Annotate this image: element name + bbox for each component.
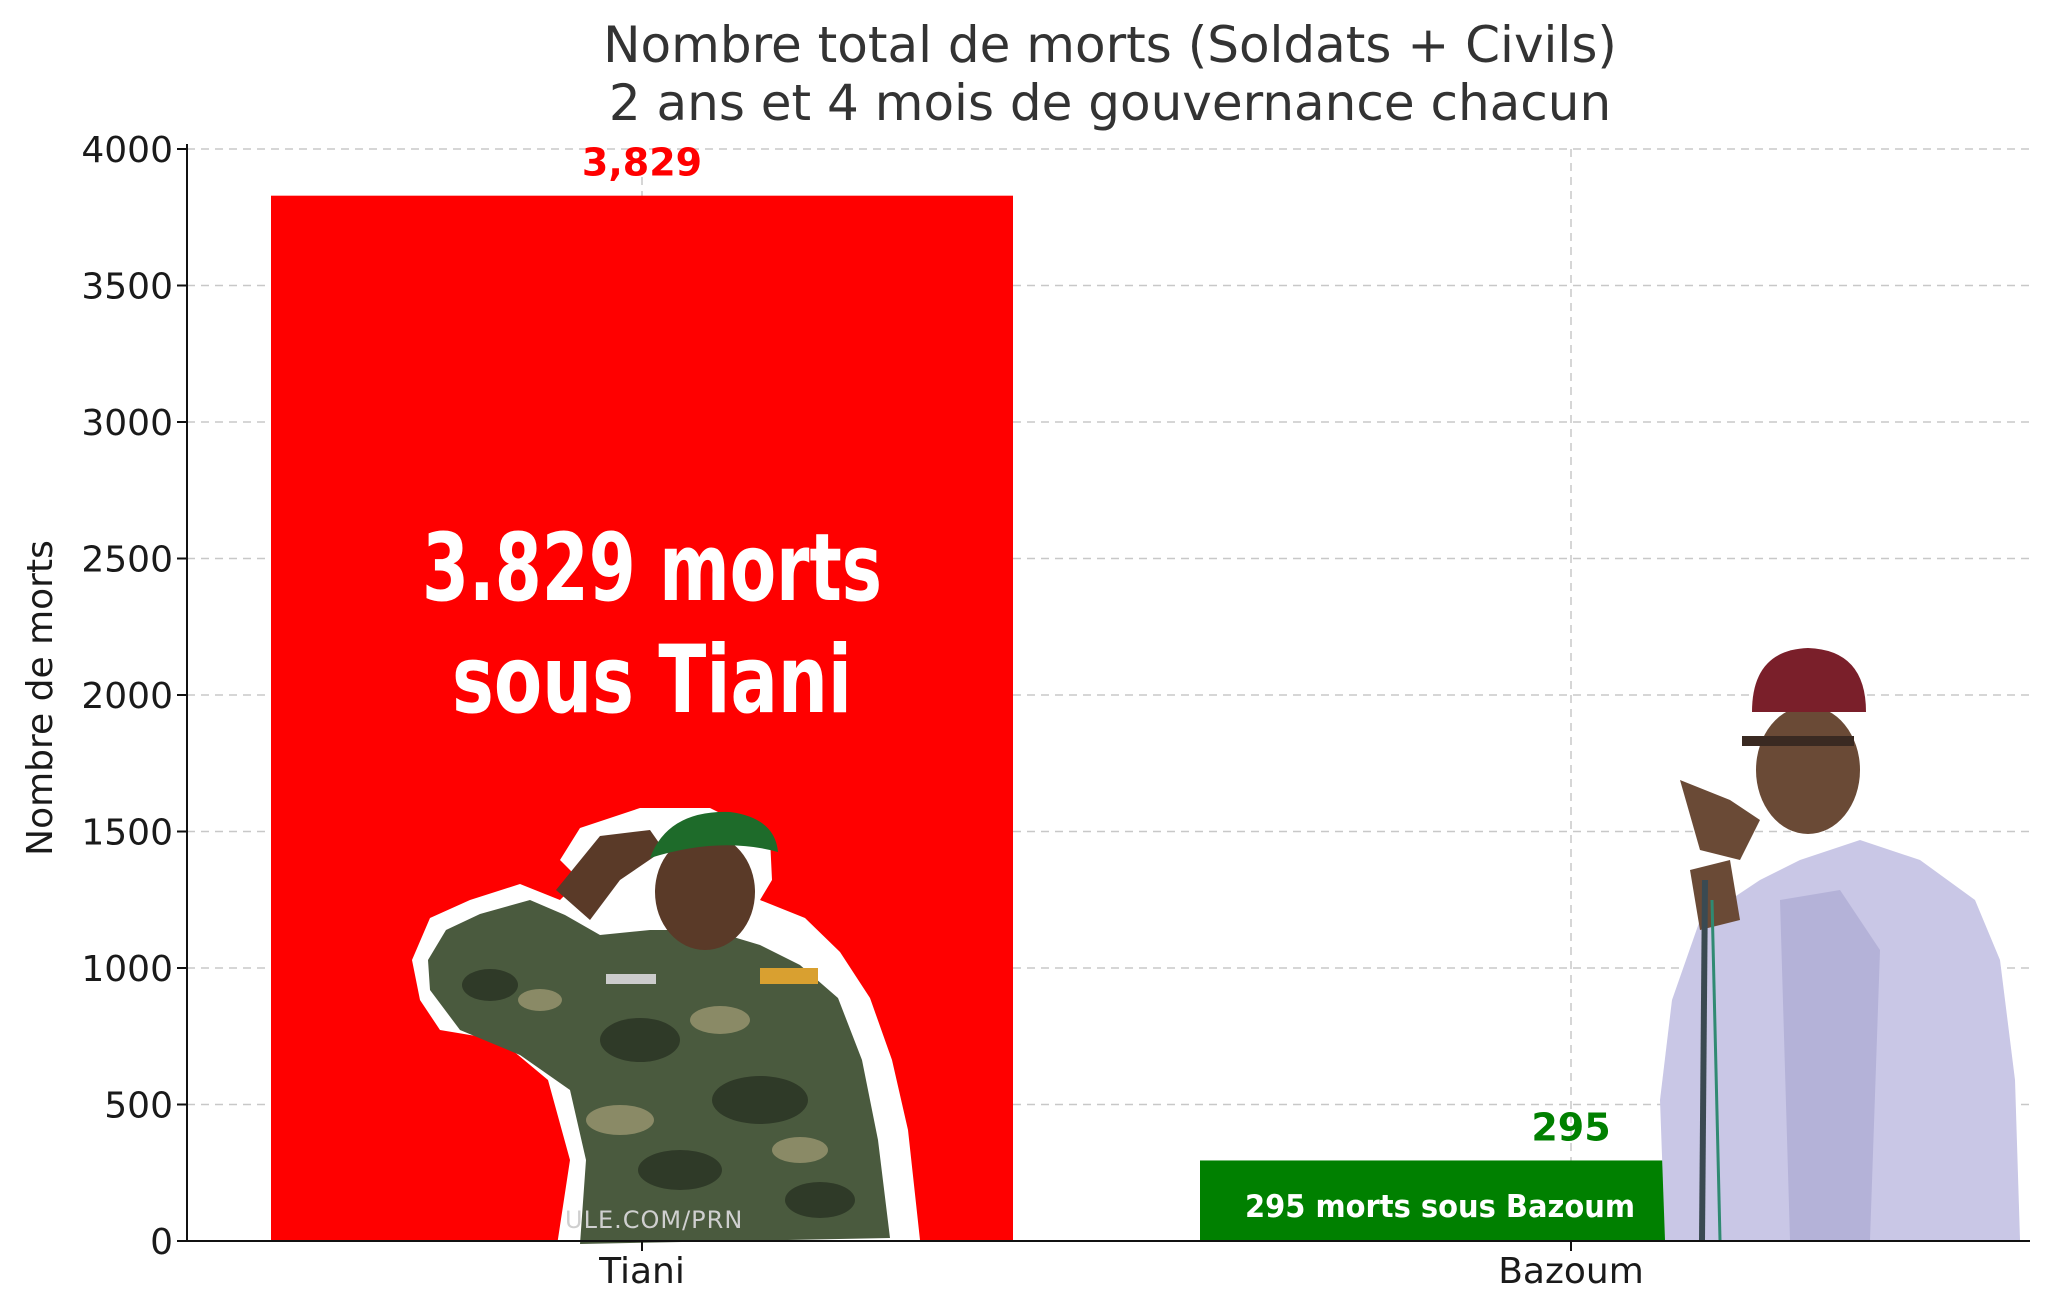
y-tick-label: 1000 <box>81 949 173 990</box>
annotation-tiani-line-1: 3.829 morts <box>422 514 882 623</box>
annotation-tiani: 3.829 morts sous Tiani <box>422 514 882 735</box>
annotation-tiani-line-2: sous Tiani <box>452 626 852 735</box>
value-label-tiani: 3,829 <box>582 141 702 185</box>
politician-photo <box>1660 648 2020 1241</box>
y-tick-label: 0 <box>150 1222 173 1263</box>
y-axis-label: Nombre de morts <box>20 540 61 856</box>
value-label-bazoum: 295 <box>1531 1105 1610 1149</box>
annotation-bazoum: 295 morts sous Bazoum <box>1245 1189 1635 1225</box>
y-tick-labels: 0 500 1000 1500 2000 2500 3000 3500 4000 <box>81 130 187 1263</box>
soldier-photo <box>412 808 920 1252</box>
x-tick-labels: Tiani Bazoum <box>598 1241 1644 1292</box>
y-tick-label: 1500 <box>81 813 173 854</box>
y-tick-label: 3000 <box>81 403 173 444</box>
x-tick-label-bazoum: Bazoum <box>1498 1251 1644 1292</box>
chart-title-line-2: 2 ans et 4 mois de gouvernance chacun <box>609 74 1611 132</box>
value-labels: 3,829 295 <box>582 141 1611 1150</box>
y-tick-label: 500 <box>104 1086 173 1127</box>
x-tick-label-tiani: Tiani <box>598 1251 685 1292</box>
watermark: ULE.COM/PRN <box>565 1206 743 1234</box>
chart-title-line-1: Nombre total de morts (Soldats + Civils) <box>603 16 1617 74</box>
y-tick-label: 3500 <box>81 267 173 308</box>
y-tick-label: 2500 <box>81 540 173 581</box>
y-tick-label: 4000 <box>81 130 173 171</box>
y-tick-label: 2000 <box>81 676 173 717</box>
